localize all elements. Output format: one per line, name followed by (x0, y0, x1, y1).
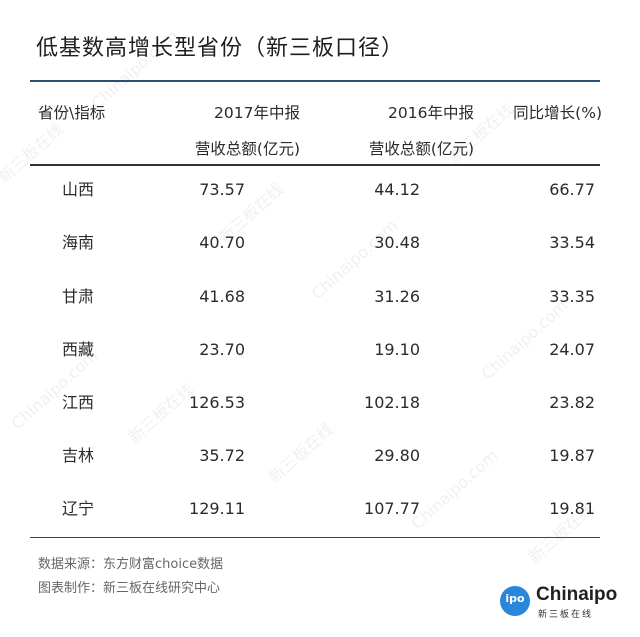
page-title: 低基数高增长型省份（新三板口径） (36, 36, 405, 61)
header-province: 省份\指标 (38, 104, 106, 122)
province-cell: 吉林 (62, 446, 95, 465)
revenue-2017-cell: 23.70 (199, 340, 245, 359)
revenue-2017-cell: 35.72 (199, 446, 245, 465)
growth-cell: 19.87 (549, 446, 595, 465)
logo-badge-text: ipo (505, 592, 525, 605)
revenue-2016-cell: 30.48 (374, 233, 420, 252)
title-divider (30, 80, 600, 82)
table-row: 西藏 23.70 19.10 24.07 (0, 335, 640, 365)
growth-cell: 24.07 (549, 340, 595, 359)
revenue-2016-cell: 31.26 (374, 287, 420, 306)
growth-cell: 19.81 (549, 499, 595, 518)
chart-maker-note: 图表制作：新三板在线研究中心 (38, 581, 221, 596)
data-source-note: 数据来源：东方财富choice数据 (38, 557, 224, 572)
table-row: 甘肃 41.68 31.26 33.35 (0, 282, 640, 312)
revenue-2016-cell: 102.18 (364, 393, 420, 412)
revenue-2016-cell: 44.12 (374, 180, 420, 199)
growth-cell: 33.54 (549, 233, 595, 252)
logo-subtitle: 新三板在线 (538, 610, 594, 620)
province-cell: 西藏 (62, 340, 95, 359)
table-row: 山西 73.57 44.12 66.77 (0, 175, 640, 205)
province-cell: 甘肃 (62, 287, 95, 306)
table-row: 辽宁 129.11 107.77 19.81 (0, 494, 640, 524)
logo-name: Chinaipo (536, 584, 618, 605)
revenue-2016-cell: 107.77 (364, 499, 420, 518)
province-cell: 辽宁 (62, 499, 95, 518)
revenue-2016-cell: 19.10 (374, 340, 420, 359)
growth-cell: 23.82 (549, 393, 595, 412)
header-2016-line1: 2016年中报 (388, 104, 474, 122)
province-cell: 江西 (62, 393, 95, 412)
header-2017-line2: 营收总额(亿元) (194, 140, 300, 158)
province-cell: 海南 (62, 233, 95, 252)
revenue-2017-cell: 73.57 (199, 180, 245, 199)
header-growth: 同比增长(%) (513, 104, 602, 122)
header-2016: 2016年中报 营收总额(亿元) (320, 99, 474, 163)
revenue-2017-cell: 40.70 (199, 233, 245, 252)
revenue-2017-cell: 126.53 (189, 393, 245, 412)
province-cell: 山西 (62, 180, 95, 199)
header-2016-line2: 营收总额(亿元) (368, 140, 474, 158)
table-bottom-divider (30, 537, 600, 538)
revenue-2017-cell: 41.68 (199, 287, 245, 306)
table-row: 吉林 35.72 29.80 19.87 (0, 441, 640, 471)
header-2017: 2017年中报 营收总额(亿元) (150, 99, 300, 163)
brand-logo: ipo Chinaipo 新三板在线 (500, 584, 617, 620)
revenue-2016-cell: 29.80 (374, 446, 420, 465)
revenue-2017-cell: 129.11 (189, 499, 245, 518)
table-row: 海南 40.70 30.48 33.54 (0, 228, 640, 258)
header-2017-line1: 2017年中报 (214, 104, 300, 122)
growth-cell: 33.35 (549, 287, 595, 306)
table-row: 江西 126.53 102.18 23.82 (0, 388, 640, 418)
header-divider (30, 164, 600, 166)
growth-cell: 66.77 (549, 180, 595, 199)
logo-badge-icon: ipo (500, 586, 530, 616)
